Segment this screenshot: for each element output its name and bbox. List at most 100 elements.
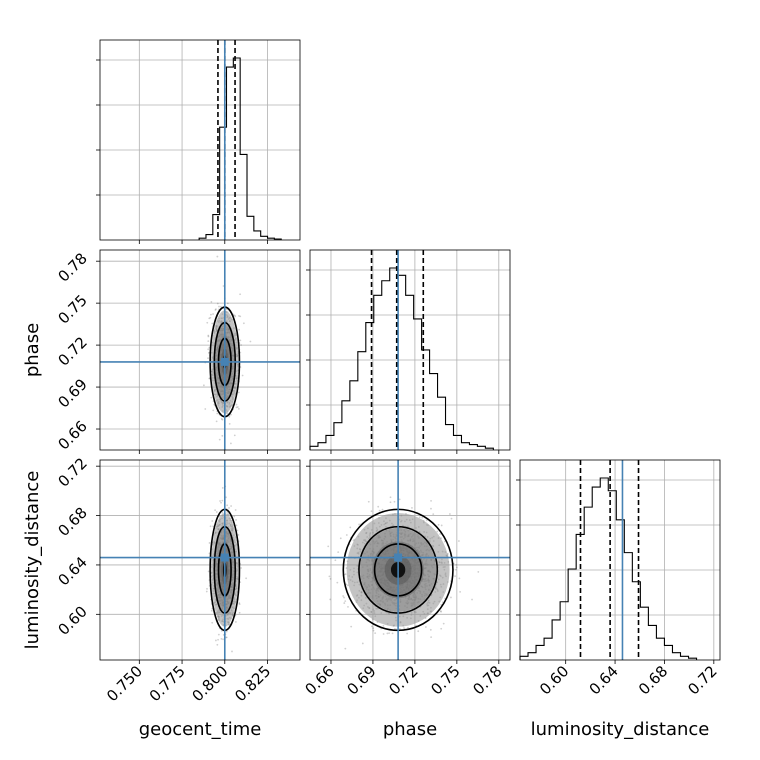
sample-point [347, 584, 349, 587]
sample-point [454, 575, 456, 578]
sample-point [455, 566, 458, 569]
sample-point [235, 524, 238, 527]
sample-point [389, 496, 392, 499]
sample-point [235, 519, 237, 521]
sample-point [249, 340, 252, 343]
histogram-panel-geocent_time [96, 39, 301, 244]
sample-point [442, 622, 445, 625]
sample-point [457, 540, 460, 542]
sample-point [230, 442, 232, 445]
sample-point [221, 499, 224, 502]
sample-point [241, 374, 244, 377]
sample-point [245, 577, 248, 580]
sample-point [205, 590, 208, 593]
sample-point [211, 322, 214, 325]
sample-point [337, 551, 340, 553]
sample-point [389, 501, 392, 504]
sample-point [218, 305, 220, 308]
sample-point [221, 434, 224, 437]
sample-point [221, 487, 224, 489]
sample-point [210, 313, 212, 316]
sample-point [212, 313, 214, 315]
sample-point [430, 636, 433, 639]
sample-point [374, 632, 377, 634]
sample-point [344, 600, 347, 603]
sample-point [211, 621, 214, 624]
histogram-steps-luminosity_distance [519, 477, 698, 660]
y-axis-label-luminosity-distance: luminosity_distance [22, 471, 43, 650]
sample-point [425, 519, 428, 522]
sample-point [367, 500, 370, 503]
sample-point [222, 638, 224, 641]
sample-point [440, 610, 442, 613]
sample-point [225, 308, 228, 311]
sample-point [228, 415, 231, 418]
sample-point [216, 643, 219, 646]
sample-point [441, 601, 444, 604]
panel-frame-phase [309, 249, 511, 451]
sample-point [221, 511, 224, 514]
sample-point [207, 335, 210, 338]
sample-point [242, 322, 245, 325]
sample-point [437, 523, 440, 526]
panel-content [100, 460, 300, 660]
sample-point [212, 409, 215, 412]
sample-point [382, 625, 385, 627]
sample-point [458, 577, 461, 580]
sample-point [230, 505, 232, 507]
sample-point [216, 412, 219, 415]
sample-point [238, 314, 240, 317]
sample-point [381, 508, 384, 511]
scatter-panel-geocent_time-phase [96, 249, 301, 454]
sample-point [327, 545, 330, 548]
sample-point [234, 315, 237, 318]
sample-point [377, 505, 380, 508]
sample-point [221, 418, 224, 421]
sample-point [210, 396, 213, 399]
sample-point [237, 391, 240, 394]
sample-point [344, 647, 347, 650]
sample-point [411, 506, 413, 509]
sample-point [209, 316, 212, 319]
histogram-panel-phase [306, 249, 511, 454]
sample-point [430, 499, 432, 502]
sample-point [239, 315, 242, 318]
panel-frame [99, 249, 301, 451]
panel-frame-geocent_time [99, 39, 301, 241]
sample-point [208, 317, 211, 320]
sample-point [217, 638, 219, 641]
truth-marker [394, 553, 403, 562]
sample-point [233, 314, 236, 317]
sample-point [209, 525, 212, 528]
sample-point [228, 507, 230, 509]
sample-point [336, 581, 339, 584]
panels-layer: 0.750 0.775 0.800 0.825 0.66 0.69 0.72 0.75 0.78… [54, 39, 721, 705]
sample-point [217, 633, 220, 636]
histogram-panel-luminosity_distance [516, 459, 721, 664]
sample-point [393, 500, 396, 503]
sample-point [230, 413, 232, 416]
sample-point [239, 339, 242, 342]
sample-point [214, 308, 217, 311]
sample-point [215, 639, 217, 642]
sample-point [398, 498, 401, 501]
x-axis-label-geocent-time: geocent_time [139, 719, 262, 740]
sample-point [361, 642, 364, 645]
panel-content [100, 250, 300, 450]
sample-point [212, 525, 215, 528]
sample-point [206, 587, 208, 590]
histogram-steps-geocent_time [198, 57, 282, 240]
sample-point [370, 625, 373, 628]
sample-point [207, 570, 210, 573]
sample-point [329, 598, 332, 601]
scatter-panel-geocent_time-luminosity_distance [96, 459, 301, 664]
sample-point [477, 571, 480, 573]
truth-marker [220, 553, 229, 562]
sample-point [225, 636, 228, 639]
histogram-steps-phase [309, 267, 494, 450]
sample-point [233, 434, 236, 437]
sample-point [334, 559, 337, 562]
sample-point [238, 602, 241, 604]
